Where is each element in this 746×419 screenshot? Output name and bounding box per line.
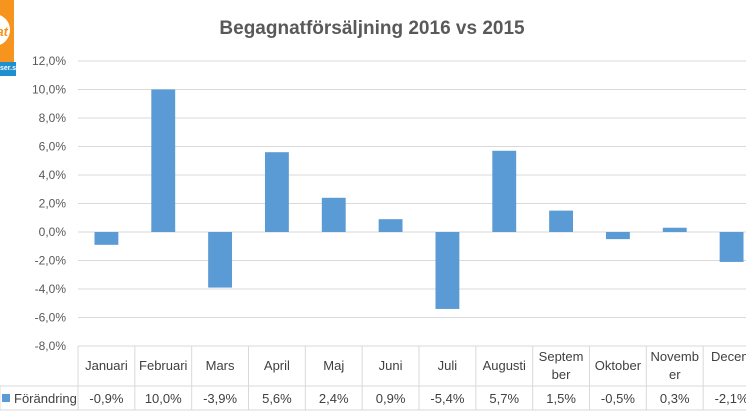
y-tick-label: -6,0% — [35, 311, 67, 325]
data-label: -3,9% — [203, 391, 237, 406]
bar-oktober — [605, 232, 630, 240]
data-label: 10,0% — [145, 391, 182, 406]
data-label: -5,4% — [430, 391, 464, 406]
y-axis-ticks: -8,0% -6,0% -4,0% -2,0% 0,0% 2,0% 4,0% 6,0% 8,0%… — [32, 54, 66, 353]
data-label: 5,7% — [489, 391, 519, 406]
logo-domain: ser.se — [0, 62, 16, 76]
x-tick-label: ber — [552, 367, 571, 382]
data-label: 0,3% — [660, 391, 690, 406]
bar-april — [264, 152, 289, 232]
bar-mars — [208, 232, 233, 288]
y-tick-label: -4,0% — [35, 282, 67, 296]
x-tick-label: April — [264, 358, 290, 373]
x-tick-label: Juli — [438, 358, 458, 373]
x-tick-label: Februari — [139, 358, 188, 373]
data-label: 2,4% — [319, 391, 349, 406]
bar-september — [549, 210, 574, 232]
legend-swatch — [2, 394, 10, 402]
bars — [94, 89, 744, 309]
data-label: 1,5% — [546, 391, 576, 406]
gridlines — [78, 60, 746, 347]
y-tick-label: 10,0% — [32, 83, 66, 97]
y-tick-label: 0,0% — [39, 225, 67, 239]
x-tick-label: Januari — [85, 358, 128, 373]
chart-title: Begagnatförsäljning 2016 vs 2015 — [219, 18, 525, 39]
x-tick-label: Juni — [379, 358, 403, 373]
y-tick-label: 4,0% — [39, 168, 67, 182]
legend-series-name: Förändring — [14, 391, 77, 406]
brand-logo: ttat — [0, 0, 14, 62]
data-label: 0,9% — [376, 391, 406, 406]
x-tick-label: Novemb — [651, 349, 699, 364]
data-table: Januari Februari Mars April Maj Juni Juli Augus… — [0, 346, 746, 411]
bar-juni — [378, 219, 403, 232]
data-label: -0,9% — [89, 391, 123, 406]
bar-augusti — [492, 150, 517, 232]
y-tick-label: 6,0% — [39, 140, 67, 154]
y-tick-label: -2,0% — [35, 254, 67, 268]
bar-februari — [151, 89, 176, 232]
y-tick-label: 2,0% — [39, 197, 67, 211]
x-tick-label: er — [669, 367, 681, 382]
y-tick-label: 8,0% — [39, 111, 67, 125]
data-label: -2,1% — [715, 391, 746, 406]
bar-januari — [94, 232, 119, 245]
x-tick-label: Mars — [206, 358, 235, 373]
bar-juli — [435, 232, 460, 309]
x-tick-label: Oktober — [595, 358, 642, 373]
x-tick-label: Decem — [711, 349, 746, 364]
x-tick-label: Septem — [539, 349, 584, 364]
y-tick-label: -8,0% — [35, 339, 67, 353]
x-tick-label: Maj — [323, 358, 344, 373]
bar-maj — [321, 197, 346, 232]
data-label: -0,5% — [601, 391, 635, 406]
bar-november — [662, 227, 687, 232]
data-label: 5,6% — [262, 391, 292, 406]
y-tick-label: 12,0% — [32, 54, 66, 68]
bar-december — [719, 232, 744, 262]
x-tick-label: Augusti — [483, 358, 526, 373]
